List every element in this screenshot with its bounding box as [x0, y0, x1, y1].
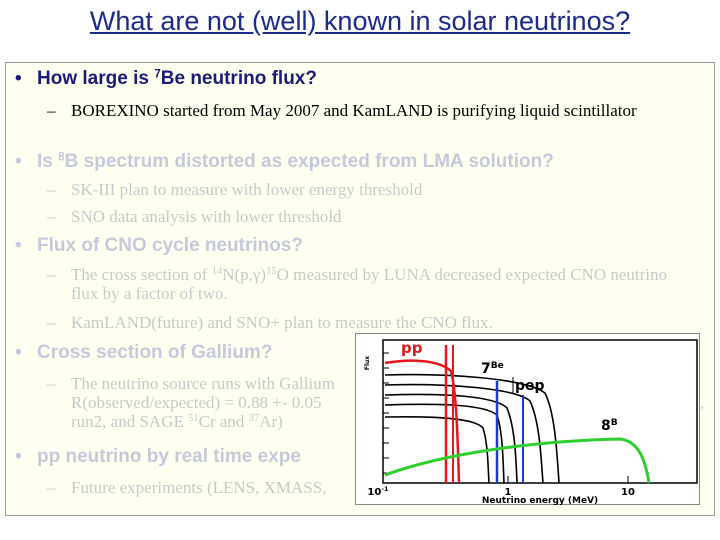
sub-bullet: – The cross section of 14N(p,γ)15O measur…	[47, 265, 687, 303]
text-run: 10	[367, 487, 381, 498]
tick-marks	[383, 352, 629, 483]
text-run: Is	[37, 151, 59, 172]
text-run: The cross section of	[71, 265, 212, 284]
x-tick-label: 1	[505, 487, 512, 498]
cno-curves	[384, 373, 560, 484]
bullet-marker: •	[15, 68, 22, 89]
text-run: 10	[621, 487, 635, 498]
text-run: SK-III plan to measure with lower energy…	[71, 180, 423, 199]
text-run: 8	[601, 418, 611, 434]
text-run: Flux	[364, 356, 371, 370]
b8-curve	[384, 437, 651, 484]
sub-bullet-text: SK-III plan to measure with lower energy…	[71, 180, 687, 199]
text-run: SNO data analysis with lower threshold	[71, 207, 342, 226]
superscript: 15	[266, 266, 277, 278]
text-run: 1	[505, 487, 512, 498]
bullet-heading: • pp neutrino by real time expe	[15, 446, 301, 468]
sub-bullet-marker: –	[47, 207, 56, 226]
bullet-marker: •	[15, 151, 22, 172]
sub-bullet-marker: –	[47, 180, 56, 199]
superscript: Be	[491, 361, 504, 371]
sub-bullet-text: R(observed/expected) = 0.88 +- 0.05	[71, 393, 687, 412]
text-run: How large is	[37, 68, 155, 89]
superscript: 14	[211, 266, 223, 278]
sub-bullet-marker: –	[47, 101, 56, 120]
text-run: KamLAND(future) and SNO+ plan to measure…	[71, 313, 493, 332]
sub-bullet-text: Future experiments (LENS, XMASS,	[71, 478, 687, 497]
superscript: 7	[154, 67, 161, 81]
text-run: Future experiments (LENS, XMASS,	[71, 478, 327, 497]
sub-bullet-line: R(observed/expected) = 0.88 +- 0.05	[47, 393, 687, 412]
bullet-marker: •	[15, 342, 22, 363]
pep-label: pep	[515, 378, 545, 394]
x-axis-label: Neutrino energy (MeV)	[482, 496, 598, 505]
text-run: 7	[481, 361, 491, 377]
sub-bullet: – The neutrino source runs with Gallium	[47, 374, 687, 393]
text-run: run2, and SAGE	[71, 412, 189, 431]
bullet-heading: • Cross section of Gallium?	[15, 342, 272, 364]
sub-bullet: – SNO data analysis with lower threshold	[47, 207, 687, 226]
sub-bullet-text: KamLAND(future) and SNO+ plan to measure…	[71, 313, 687, 332]
sub-bullet-text: BOREXINO started from May 2007 and KamLA…	[71, 101, 687, 120]
sub-bullet-marker: –	[47, 478, 56, 497]
sub-bullet-text: The neutrino source runs with Gallium	[71, 374, 687, 393]
slide-title: What are not (well) known in solar neutr…	[89, 6, 631, 36]
pp-curve	[384, 359, 461, 484]
sub-bullet: – Future experiments (LENS, XMASS,	[47, 478, 687, 497]
b8-label: 8B	[601, 418, 618, 434]
text-run: Flux of CNO cycle neutrinos?	[37, 235, 304, 256]
text-run: pp	[401, 339, 423, 357]
text-run: R(observed/expected) = 0.88 +- 0.05	[71, 393, 322, 412]
superscript: 51	[188, 413, 199, 425]
sub-bullet-text: run2, and SAGE 51Cr and 37Ar)	[71, 412, 687, 431]
text-run: The neutrino source runs with Gallium	[71, 374, 335, 393]
text-run: Ar)	[259, 412, 283, 431]
x-tick-label: 10-1	[367, 485, 389, 498]
sub-bullet-line: run2, and SAGE 51Cr and 37Ar)	[47, 412, 687, 431]
bullet-marker: •	[15, 235, 22, 256]
x-tick-label: 10	[621, 487, 635, 498]
text-run: B spectrum distorted as expected from LM…	[64, 151, 554, 172]
sub-bullet-text: The cross section of 14N(p,γ)15O measure…	[71, 265, 687, 303]
sub-bullet-marker: –	[47, 265, 56, 284]
inset-frame	[355, 333, 700, 505]
sub-bullet-text: SNO data analysis with lower threshold	[71, 207, 687, 226]
superscript: 37	[248, 413, 260, 425]
sub-bullet: – SK-III plan to measure with lower energ…	[47, 180, 687, 199]
text-run: Neutrino energy (MeV)	[482, 496, 598, 505]
sub-bullet-marker: –	[47, 374, 56, 393]
superscript: B	[611, 418, 618, 428]
pp-label: pp	[401, 339, 423, 357]
text-run: Cr and	[198, 412, 249, 431]
text-run: N(p,γ)	[222, 265, 267, 284]
sub-bullet-marker: –	[47, 313, 56, 332]
bullet-marker: •	[15, 446, 22, 467]
superscript: 8	[58, 150, 65, 164]
text-run: pep	[515, 378, 545, 394]
y-axis-label: Flux	[364, 356, 371, 370]
be7-label: 7Be	[481, 361, 504, 377]
bullet-heading: • Is 8B spectrum distorted as expected fr…	[15, 151, 554, 173]
text-run: Be neutrino flux?	[160, 68, 317, 89]
plot-frame	[382, 339, 698, 484]
bullet-heading: • Flux of CNO cycle neutrinos?	[15, 235, 303, 257]
text-run: pp neutrino by real time expe	[37, 446, 301, 467]
sub-bullet: – KamLAND(future) and SNO+ plan to measur…	[47, 313, 687, 332]
text-run: Cross section of Gallium?	[37, 342, 273, 363]
superscript: -1	[381, 485, 389, 493]
text-run: BOREXINO started from May 2007 and KamLA…	[71, 101, 637, 120]
sub-bullet: – BOREXINO started from May 2007 and KamL…	[47, 101, 687, 120]
text-run: O measured by LUNA decreased expected CN…	[71, 265, 668, 303]
bullet-heading: • How large is 7Be neutrino flux?	[15, 68, 317, 90]
